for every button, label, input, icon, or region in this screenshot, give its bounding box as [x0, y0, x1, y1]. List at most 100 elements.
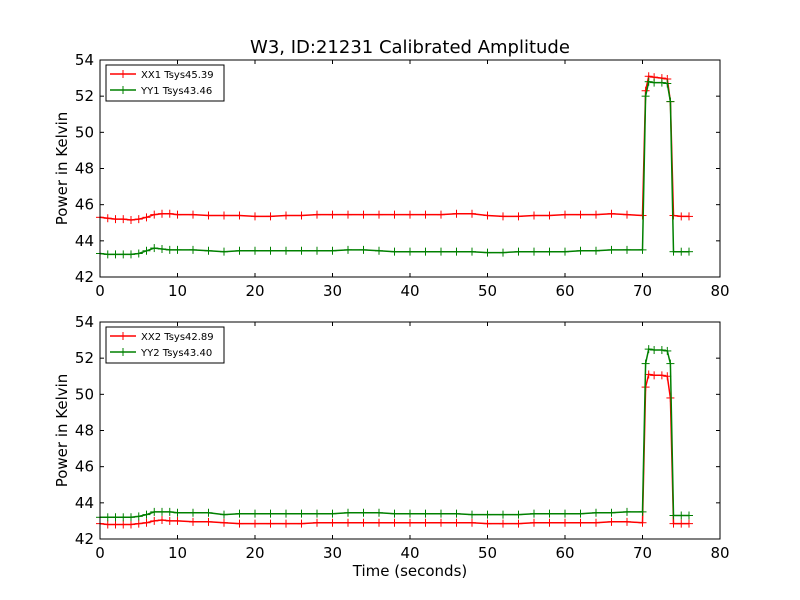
legend-box — [105, 64, 225, 102]
series-group — [96, 72, 693, 259]
data-point — [669, 519, 678, 528]
y-tick-label: 52 — [75, 87, 94, 105]
data-point — [406, 518, 414, 527]
data-point — [390, 210, 399, 219]
data-point — [499, 510, 507, 519]
data-point — [189, 517, 197, 526]
data-point — [641, 92, 650, 101]
data-point — [251, 519, 259, 528]
data-point — [514, 247, 523, 256]
data-point — [452, 509, 461, 518]
data-point — [561, 210, 569, 219]
data-point — [666, 359, 675, 368]
x-tick-label: 10 — [168, 544, 187, 562]
data-point — [677, 247, 686, 256]
data-point — [650, 346, 659, 355]
data-point — [359, 508, 368, 517]
y-tick-label: 46 — [75, 196, 94, 214]
data-point — [390, 518, 399, 527]
data-point — [328, 518, 337, 527]
y-tick-label: 44 — [75, 494, 94, 512]
data-point — [142, 246, 151, 255]
data-point — [623, 507, 631, 516]
data-point — [359, 210, 368, 219]
data-point — [421, 518, 430, 527]
data-point — [103, 214, 112, 223]
data-point — [406, 509, 414, 518]
data-point — [220, 510, 228, 519]
x-tick-label: 40 — [400, 282, 419, 300]
data-point — [607, 508, 616, 517]
data-point — [134, 215, 143, 224]
data-point — [189, 508, 197, 517]
data-point — [328, 210, 337, 219]
data-point — [561, 247, 569, 256]
data-point — [390, 247, 399, 256]
data-point — [421, 210, 430, 219]
data-point — [173, 508, 182, 517]
data-point — [514, 212, 523, 221]
x-tick-label: 50 — [478, 544, 497, 562]
data-point — [158, 209, 166, 218]
data-point — [103, 250, 112, 259]
data-point — [297, 211, 306, 220]
x-tick-label: 20 — [245, 282, 264, 300]
data-point — [406, 210, 414, 219]
data-point — [530, 509, 538, 518]
data-point — [189, 245, 197, 254]
data-point — [623, 517, 631, 526]
data-point — [119, 513, 128, 522]
data-point — [623, 210, 631, 219]
figure-title: W3, ID:21231 Calibrated Amplitude — [250, 37, 570, 58]
y-tick-label: 54 — [75, 313, 94, 331]
data-point — [150, 210, 159, 219]
data-point — [499, 519, 507, 528]
data-point — [111, 215, 120, 224]
data-point — [592, 210, 600, 219]
data-point — [266, 519, 275, 528]
data-point — [545, 518, 554, 527]
data-point — [235, 519, 244, 528]
data-point — [437, 210, 445, 219]
data-point — [644, 77, 653, 86]
data-point — [390, 509, 399, 518]
data-point — [266, 246, 275, 255]
y-tick-label: 50 — [75, 123, 94, 141]
data-point — [235, 246, 244, 255]
data-point — [220, 518, 228, 527]
data-point — [677, 511, 686, 520]
x-tick-label: 10 — [168, 282, 187, 300]
y-tick-label: 50 — [75, 385, 94, 403]
y-axis-label: Power in Kelvin — [53, 112, 71, 226]
data-point — [313, 210, 321, 219]
data-point — [134, 519, 143, 528]
data-point — [282, 246, 290, 255]
data-point — [421, 247, 430, 256]
data-point — [150, 507, 159, 516]
data-point — [204, 517, 213, 526]
legend-entry-label: XX2 Tsys42.89 — [141, 332, 214, 343]
data-point — [251, 212, 259, 221]
data-point — [669, 511, 678, 520]
data-point — [499, 212, 507, 221]
data-point — [103, 520, 112, 529]
data-point — [530, 518, 538, 527]
data-point — [483, 248, 492, 257]
x-tick-label: 80 — [710, 544, 729, 562]
data-point — [677, 519, 686, 528]
data-point — [623, 245, 631, 254]
data-point — [437, 518, 445, 527]
data-point — [375, 210, 383, 219]
data-point — [576, 210, 585, 219]
data-point — [235, 509, 244, 518]
data-point — [666, 97, 675, 106]
x-tick-label: 40 — [400, 544, 419, 562]
data-point — [375, 246, 383, 255]
data-point — [142, 510, 151, 519]
data-point — [650, 371, 659, 380]
data-point — [576, 509, 585, 518]
data-point — [452, 247, 461, 256]
data-point — [189, 210, 197, 219]
data-point — [134, 512, 143, 521]
data-point — [173, 516, 182, 525]
